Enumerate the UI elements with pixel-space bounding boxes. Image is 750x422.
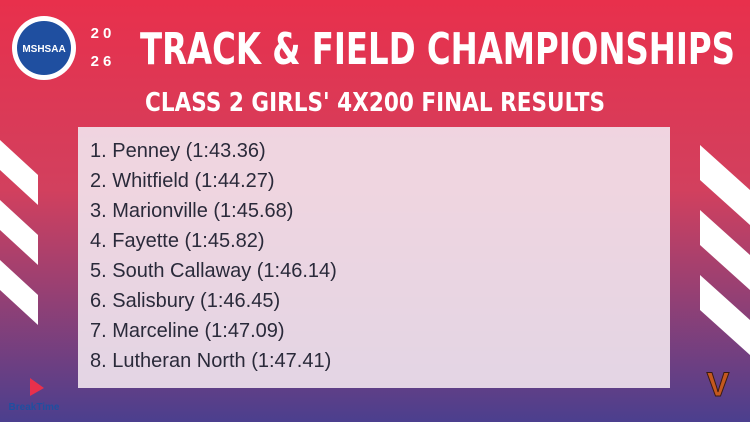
result-item: 7. Marceline (1:47.09) [90, 320, 285, 342]
title: TRACK & FIELD CHAMPIONSHIPS [140, 24, 735, 75]
year-bottom: 26 [91, 53, 116, 70]
sponsor-icon [30, 378, 44, 396]
right-stripes [700, 145, 750, 355]
result-item: 2. Whitfield (1:44.27) [90, 170, 275, 192]
result-item: 1. Penney (1:43.36) [90, 140, 266, 162]
results-list: 1. Penney (1:43.36) 2. Whitfield (1:44.27… [90, 140, 337, 372]
result-item: 3. Marionville (1:45.68) [90, 200, 293, 222]
left-stripes [0, 140, 38, 325]
logo-text: MSHSAA [22, 44, 65, 55]
result-item: 4. Fayette (1:45.82) [90, 230, 265, 252]
logo-disc [17, 21, 71, 75]
result-item: 6. Salisbury (1:46.45) [90, 290, 280, 312]
sponsor-text: BreakTime [9, 402, 60, 413]
result-item: 5. South Callaway (1:46.14) [90, 260, 337, 282]
school-logo: V [707, 366, 730, 404]
result-item: 8. Lutheran North (1:47.41) [90, 350, 331, 372]
year-top: 20 [91, 25, 116, 42]
subtitle: CLASS 2 GIRLS' 4X200 FINAL RESULTS [145, 88, 605, 118]
results-panel [78, 127, 670, 388]
